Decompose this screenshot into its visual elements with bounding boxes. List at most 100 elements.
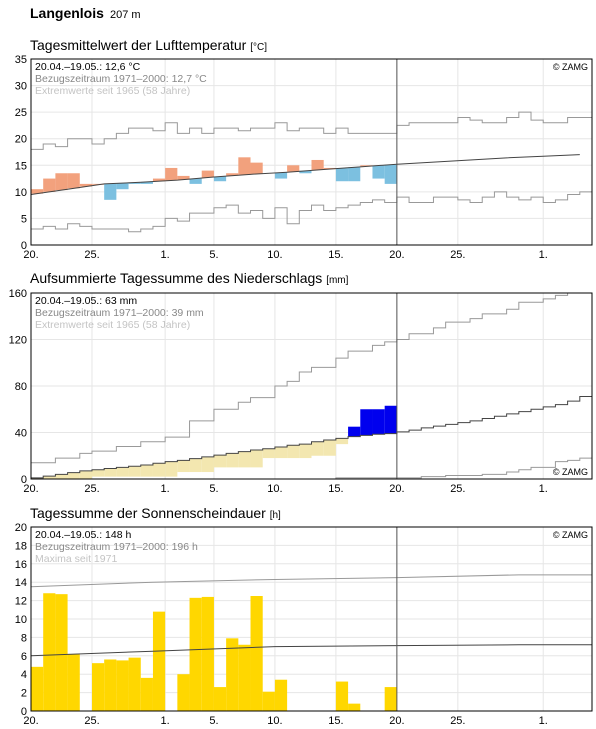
precipitation-anomaly-bar <box>43 476 56 479</box>
sunshine-bar <box>43 593 56 711</box>
precipitation-anomaly-bar <box>79 470 92 479</box>
panel-unit: [°C] <box>250 42 267 53</box>
legend-line-2: Bezugszeitraum 1971–2000: 39 mm <box>35 307 204 319</box>
precipitation-anomaly-bar <box>189 458 202 473</box>
precipitation-anomaly-bar <box>226 453 239 468</box>
x-tick-label: 5. <box>209 483 218 495</box>
plot-frame <box>30 58 593 246</box>
y-tick-label: 6 <box>21 651 27 663</box>
y-tick-label: 12 <box>15 596 27 608</box>
extreme-max-line <box>31 111 592 150</box>
temperature-anomaly-bar <box>43 178 56 192</box>
sunshine-bar <box>67 653 80 711</box>
y-tick-label: 20 <box>15 522 27 534</box>
panel-unit: [mm] <box>326 275 348 286</box>
legend-line-1: 20.04.–19.05.: 63 mm <box>35 295 137 307</box>
precipitation-anomaly-bar <box>250 449 263 468</box>
x-tick-label: 20. <box>389 715 404 727</box>
panel-title: Tagesmittelwert der Lufttemperatur [°C] <box>30 37 267 53</box>
x-tick-label: 20. <box>389 249 404 261</box>
sunshine-bar <box>384 687 397 711</box>
precipitation-anomaly-bar <box>128 466 141 477</box>
temperature-anomaly-bar <box>213 176 227 182</box>
x-tick-label: 1. <box>161 249 170 261</box>
y-tick-label: 80 <box>15 381 27 393</box>
precipitation-anomaly-bar <box>299 444 312 459</box>
legend-line-2: Bezugszeitraum 1971–2000: 196 h <box>35 541 198 553</box>
sunshine-bar <box>116 660 129 711</box>
y-tick-label: 10 <box>15 614 27 626</box>
sunshine-bar <box>201 596 214 711</box>
chart-panel-2: Aufsummierte Tagessumme des Niederschlag… <box>9 270 593 495</box>
temperature-anomaly-bar <box>360 165 373 167</box>
y-tick-label: 8 <box>21 632 27 644</box>
copyright-label: © ZAMG <box>553 467 588 477</box>
copyright-label: © ZAMG <box>553 530 588 540</box>
temperature-anomaly-bar <box>104 183 117 200</box>
y-tick-label: 0 <box>21 240 27 252</box>
y-tick-label: 160 <box>9 288 27 300</box>
temperature-anomaly-bar <box>323 167 336 170</box>
sunshine-bar <box>91 663 105 711</box>
temperature-anomaly-bar <box>67 173 80 189</box>
maxima-line <box>30 574 592 588</box>
sunshine-bar <box>238 644 251 711</box>
y-tick-label: 25 <box>15 107 27 119</box>
precipitation-anomaly-bar <box>360 409 373 436</box>
temperature-anomaly-bar <box>250 162 263 174</box>
precipitation-anomaly-bar <box>67 472 80 479</box>
sunshine-bar <box>140 677 153 711</box>
sunshine-bar <box>213 687 227 711</box>
y-tick-label: 5 <box>21 213 27 225</box>
plot-frame <box>30 292 593 480</box>
y-tick-label: 120 <box>9 335 27 347</box>
y-tick-label: 4 <box>21 669 27 681</box>
temperature-anomaly-bar <box>372 165 385 179</box>
legend-line-3: Maxima seit 1971 <box>35 553 117 565</box>
x-tick-label: 25. <box>450 715 465 727</box>
temperature-anomaly-bar <box>311 159 324 170</box>
x-tick-label: 15. <box>328 483 343 495</box>
chart-panel-1: Tagesmittelwert der Lufttemperatur [°C] 0… <box>15 37 593 261</box>
y-tick-label: 15 <box>15 160 27 172</box>
sunshine-bar <box>335 681 349 711</box>
precipitation-anomaly-bar <box>91 469 105 477</box>
y-tick-label: 16 <box>15 559 27 571</box>
precipitation-anomaly-bar <box>384 405 397 434</box>
copyright-label: © ZAMG <box>553 62 588 72</box>
precipitation-anomaly-bar <box>31 477 44 479</box>
x-tick-label: 20. <box>389 483 404 495</box>
temperature-anomaly-bar <box>165 167 178 181</box>
temperature-anomaly-bar <box>384 164 397 184</box>
sunshine-bar <box>104 659 117 711</box>
precipitation-anomaly-bar <box>152 463 166 477</box>
precipitation-anomaly-bar <box>323 440 336 456</box>
temperature-anomaly-bar <box>140 181 153 184</box>
temperature-anomaly-bar <box>152 178 166 182</box>
precipitation-anomaly-bar <box>262 448 275 459</box>
y-tick-label: 30 <box>15 81 27 93</box>
extreme-min-line <box>31 191 592 233</box>
y-tick-label: 20 <box>15 134 27 146</box>
sunshine-bar <box>152 611 166 711</box>
sunshine-bar <box>226 638 239 711</box>
precipitation-anomaly-bar <box>104 468 117 477</box>
temperature-anomaly-bar <box>287 165 300 172</box>
plot-frame <box>30 526 593 712</box>
x-tick-label: 15. <box>328 715 343 727</box>
x-tick-label: 20. <box>23 483 38 495</box>
y-tick-label: 0 <box>21 474 27 486</box>
panel-title: Tagessumme der Sonnenscheindauer [h] <box>30 505 281 521</box>
precipitation-anomaly-bar <box>287 445 300 459</box>
x-tick-label: 25. <box>84 715 99 727</box>
station-elevation: 207 m <box>110 9 141 21</box>
temperature-anomaly-bar <box>299 170 312 174</box>
x-tick-label: 25. <box>84 249 99 261</box>
x-tick-label: 20. <box>23 249 38 261</box>
climate-mean-line <box>30 644 592 657</box>
x-tick-label: 25. <box>84 483 99 495</box>
precipitation-anomaly-bar <box>335 438 349 445</box>
x-tick-label: 1. <box>539 483 548 495</box>
precipitation-anomaly-bar <box>213 455 227 468</box>
temperature-anomaly-bar <box>177 175 190 180</box>
